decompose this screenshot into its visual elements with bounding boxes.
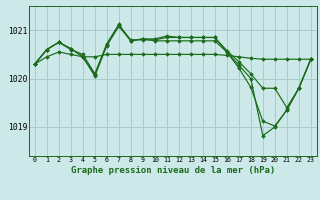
X-axis label: Graphe pression niveau de la mer (hPa): Graphe pression niveau de la mer (hPa) xyxy=(71,166,275,175)
